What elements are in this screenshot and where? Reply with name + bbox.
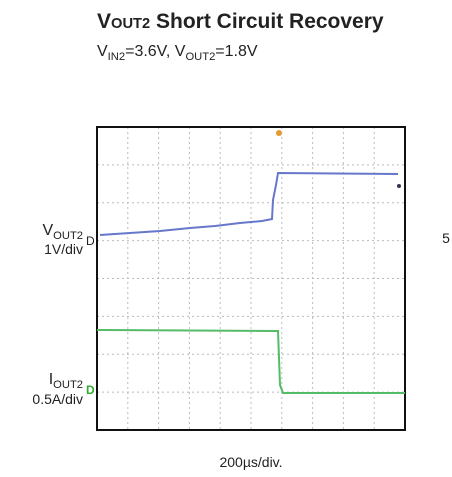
ch1-scale: 1V/div xyxy=(44,241,83,257)
scope-frame xyxy=(96,126,406,431)
ch2-scale: 0.5A/div xyxy=(32,391,83,407)
ch2-marker: D xyxy=(86,383,95,397)
timebase-label: 200µs/div. xyxy=(219,454,282,470)
figure-title: VOUT2 Short Circuit Recovery xyxy=(97,10,384,33)
ch1-label: VOUT2 xyxy=(42,222,83,242)
ch2-label: IOUT2 xyxy=(49,371,83,391)
page-marker: 5 xyxy=(442,230,450,246)
figure-subtitle: VIN2=3.6V, VOUT2=1.8V xyxy=(97,43,258,63)
trace-end-marker xyxy=(397,184,401,188)
vout-trace xyxy=(99,171,399,236)
trigger-marker xyxy=(276,130,282,136)
iout-trace xyxy=(96,329,405,394)
scope-grid xyxy=(97,127,405,430)
ch1-marker: D xyxy=(86,234,95,248)
